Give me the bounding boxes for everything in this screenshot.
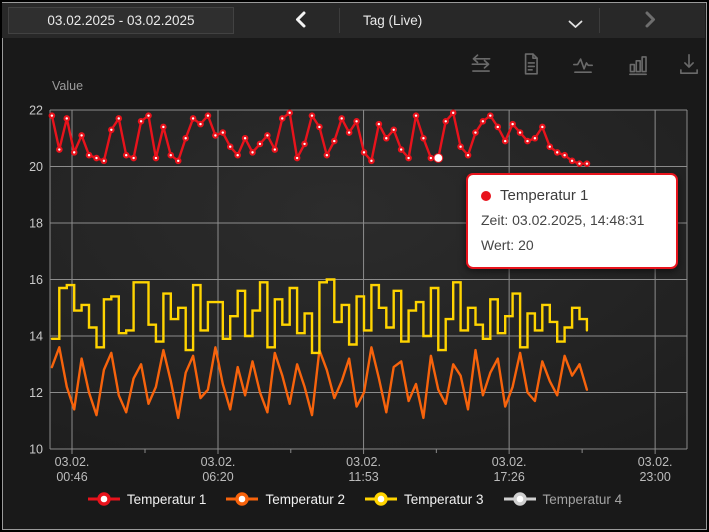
legend-marker-icon [365, 492, 397, 506]
topbar-separator [339, 8, 340, 33]
swap-horizontal-icon [468, 51, 494, 80]
bar-chart-button[interactable] [619, 47, 657, 83]
prev-range-button[interactable] [282, 3, 318, 38]
download-button[interactable] [670, 47, 708, 83]
chevron-right-icon [644, 11, 657, 31]
legend-marker-icon [87, 492, 120, 506]
topbar-separator [599, 8, 600, 33]
legend-item-temperatur-2[interactable]: Temperatur 2 [225, 491, 345, 507]
series-color-dot [481, 190, 491, 201]
document-icon [518, 51, 544, 80]
chart-legend: Temperatur 1 Temperatur 2 Temperatur 3 T… [0, 491, 709, 507]
line-chart-button[interactable] [564, 47, 602, 83]
data-point-tooltip: Temperatur 1 Zeit: 03.02.2025, 14:48:31 … [466, 173, 678, 269]
legend-item-temperatur-3[interactable]: Temperatur 3 [364, 491, 484, 507]
bar-chart-icon [625, 51, 651, 80]
waveform-icon [570, 51, 596, 80]
tooltip-time-row: Zeit: 03.02.2025, 14:48:31 [481, 212, 645, 228]
tooltip-series-name: Temperatur 1 [500, 187, 589, 204]
range-label: Tag (Live) [363, 13, 423, 28]
topbar: 03.02.2025 - 03.02.2025 Tag (Live) [2, 3, 705, 38]
tooltip-value-row: Wert: 20 [481, 237, 534, 253]
legend-item-temperatur-1[interactable]: Temperatur 1 [87, 491, 206, 507]
legend-item-temperatur-4[interactable]: Temperatur 4 [503, 491, 622, 507]
date-range-button[interactable]: 03.02.2025 - 03.02.2025 [8, 7, 234, 34]
range-dropdown[interactable]: Tag (Live) [341, 3, 597, 38]
y-axis-title: Value [52, 79, 84, 93]
report-button[interactable] [512, 47, 550, 83]
legend-marker-icon [503, 492, 536, 506]
compare-button[interactable] [462, 47, 500, 83]
chevron-down-icon [568, 16, 583, 34]
chevron-left-icon [294, 11, 307, 31]
next-range-button[interactable] [632, 3, 668, 38]
download-icon [676, 51, 702, 80]
legend-marker-icon [226, 492, 259, 506]
